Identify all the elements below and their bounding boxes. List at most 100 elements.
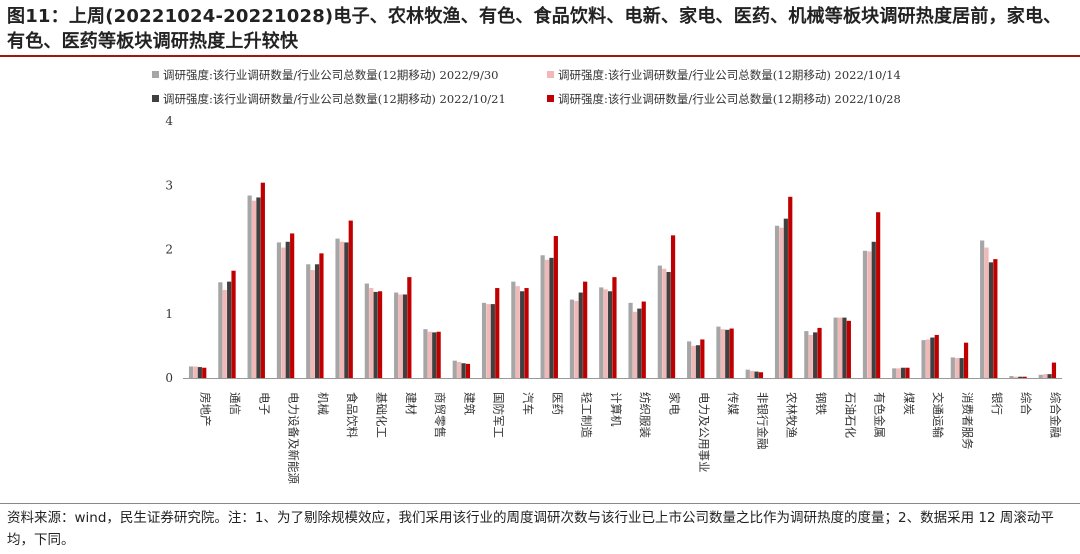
source-footnote: 资料来源：wind，民生证券研究院。注：1、为了剔除规模效应，我们采用该行业的周…: [7, 510, 1054, 548]
bar-2: [1013, 376, 1018, 378]
legend-item-2022-10-28: 调研强度:该行业调研数量/行业公司总数量(12期移动) 2022/10/28: [547, 90, 901, 108]
bar-1: [745, 369, 750, 378]
bar-3: [813, 332, 818, 378]
bar-4: [963, 342, 969, 378]
y-tick-label: 3: [165, 178, 173, 192]
bar-4: [319, 253, 324, 378]
bar-3: [402, 294, 408, 378]
bar-2: [632, 311, 638, 378]
bar-4: [846, 320, 851, 378]
bar-2: [369, 288, 374, 378]
category-label: 农林牧渔: [785, 392, 799, 438]
bar-4: [1051, 362, 1057, 378]
bar-1: [452, 360, 457, 378]
legend-label: 调研强度:该行业调研数量/行业公司总数量(12期移动) 2022/10/28: [558, 92, 901, 106]
bar-1: [364, 283, 369, 378]
bar-3: [549, 257, 554, 378]
bar-3: [666, 271, 671, 378]
bar-3: [432, 332, 437, 378]
category-label: 建筑: [462, 392, 476, 415]
category-label: 电子: [257, 392, 271, 415]
bar-2: [808, 334, 813, 378]
bar-3: [197, 367, 202, 378]
bar-3: [695, 345, 701, 378]
bar-3: [490, 304, 495, 378]
bar-1: [335, 238, 340, 378]
bar-2: [1043, 374, 1048, 378]
legend-label: 调研强度:该行业调研数量/行业公司总数量(12期移动) 2022/10/21: [163, 92, 506, 106]
bar-3: [783, 218, 788, 378]
bar-4: [817, 327, 822, 378]
bar-3: [314, 264, 320, 378]
bar-1: [657, 265, 662, 378]
bar-4: [788, 196, 793, 378]
x-axis: 房地产 通信 电子 电力设备及新能源 机械 食品饮料 基础化工 建材 商贸零售 建筑 国防军工 汽车医…: [183, 378, 1062, 484]
category-label: 房地产: [199, 392, 213, 427]
bar-2: [691, 345, 696, 379]
bar-1: [833, 317, 838, 378]
bar-3: [373, 291, 378, 378]
bar-2: [281, 247, 286, 378]
bar-4: [436, 331, 441, 378]
bar-4: [260, 182, 265, 378]
bar-3: [871, 241, 876, 378]
bar-2: [457, 361, 462, 378]
bar-2: [515, 286, 520, 378]
bar-3: [1018, 376, 1023, 378]
bar-4: [407, 277, 412, 378]
bar-1: [687, 341, 692, 378]
bar-1: [306, 264, 311, 378]
bar-2: [603, 289, 608, 378]
bar-2: [750, 370, 755, 378]
bar-3: [344, 242, 349, 378]
bar-4: [670, 235, 676, 378]
bar-1: [950, 357, 955, 378]
bar-4: [290, 233, 295, 378]
bar-2: [339, 241, 345, 378]
bar-4: [934, 334, 939, 378]
bar-3: [842, 317, 847, 378]
y-tick-label: 1: [165, 307, 173, 321]
category-label: 钢铁: [814, 392, 828, 415]
bar-1: [423, 329, 428, 378]
legend-label: 调研强度:该行业调研数量/行业公司总数量(12期移动) 2022/9/30: [163, 68, 499, 82]
bar-4: [700, 339, 705, 378]
y-axis: 0 1 2 3 4: [165, 114, 173, 385]
bar-4: [583, 281, 588, 379]
bar-1: [188, 366, 194, 378]
bar-3: [520, 291, 525, 378]
bar-chart: 0 1 2 3 4 房地产 通信 电子 电力设备及新能源 机械 食品饮料 基础化工 建材 商贸零售 建筑国…: [165, 114, 1062, 484]
category-label: 石油石化: [843, 392, 857, 438]
bar-1: [599, 287, 604, 378]
bar-1: [276, 242, 282, 378]
category-label: 商贸零售: [433, 392, 447, 438]
bar-2: [574, 300, 579, 378]
y-tick-label: 4: [165, 114, 173, 128]
bar-2: [427, 331, 432, 378]
bar-4: [905, 367, 910, 378]
bar-2: [544, 259, 550, 378]
bar-2: [398, 294, 403, 378]
bar-3: [930, 337, 935, 378]
bar-4: [993, 259, 998, 378]
bar-1: [921, 340, 926, 378]
category-label: 消费者服务: [961, 392, 975, 450]
bar-1: [774, 225, 780, 378]
bar-3: [959, 358, 964, 378]
bar-2: [310, 270, 315, 378]
legend-item-2022-09-30: 调研强度:该行业调研数量/行业公司总数量(12期移动) 2022/9/30: [152, 66, 498, 84]
bar-3: [578, 292, 583, 378]
category-label: 食品饮料: [345, 392, 359, 438]
category-label: 有色金属: [873, 392, 887, 438]
bar-1: [862, 250, 868, 378]
category-label: 纺织服装: [638, 392, 652, 438]
bar-3: [1047, 374, 1052, 378]
bar-1: [481, 302, 487, 378]
bar-2: [222, 289, 227, 378]
bar-4: [553, 236, 558, 378]
bar-2: [779, 227, 784, 378]
bar-3: [607, 291, 613, 378]
chart-title: 图11：上周(20221024-20221028)电子、农林牧渔、有色、食品饮料…: [7, 6, 1062, 52]
category-label: 国防军工: [492, 392, 506, 438]
category-label: 计算机: [609, 392, 623, 427]
